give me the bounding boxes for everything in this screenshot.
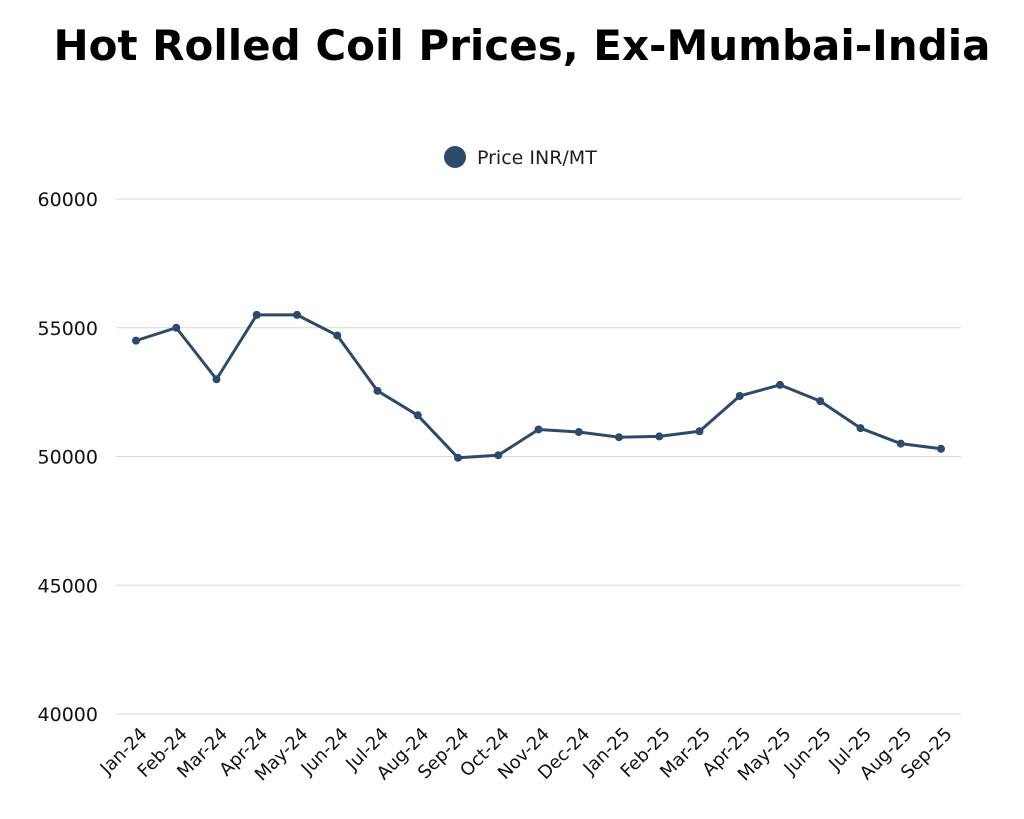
data-point xyxy=(413,411,422,420)
data-point xyxy=(937,444,945,453)
data-point xyxy=(212,375,221,384)
data-point xyxy=(293,310,301,319)
data-point xyxy=(816,397,825,406)
data-point xyxy=(574,428,583,437)
data-point xyxy=(896,439,905,448)
y-tick-label: 50000 xyxy=(38,447,98,469)
data-point xyxy=(132,336,140,345)
data-point xyxy=(494,451,503,460)
data-point xyxy=(172,323,181,332)
y-tick-label: 55000 xyxy=(38,318,98,340)
data-point xyxy=(695,427,704,436)
y-tick-label: 60000 xyxy=(38,189,98,211)
chart-title: Hot Rolled Coil Prices, Ex-Mumbai-India xyxy=(53,21,990,70)
data-point xyxy=(776,380,784,389)
legend: Price INR/MT xyxy=(444,146,597,169)
y-tick-label: 40000 xyxy=(38,704,98,726)
data-point xyxy=(454,453,462,462)
y-axis: 40000 45000 50000 55000 60000 xyxy=(38,189,98,726)
data-point xyxy=(735,391,744,400)
series-line xyxy=(134,313,943,460)
x-axis: Jan-24Feb-24Mar-24Apr-24May-24Jun-24Jul-… xyxy=(96,724,957,786)
data-point xyxy=(373,386,382,395)
y-tick-label: 45000 xyxy=(38,575,98,597)
legend-label: Price INR/MT xyxy=(477,147,597,169)
series-price xyxy=(132,310,945,462)
data-point xyxy=(534,425,543,434)
data-point xyxy=(856,424,865,433)
grid xyxy=(116,198,961,715)
data-point xyxy=(252,310,261,319)
data-point xyxy=(615,433,623,442)
legend-marker xyxy=(444,146,466,168)
data-point xyxy=(655,432,664,441)
data-point xyxy=(333,331,342,340)
